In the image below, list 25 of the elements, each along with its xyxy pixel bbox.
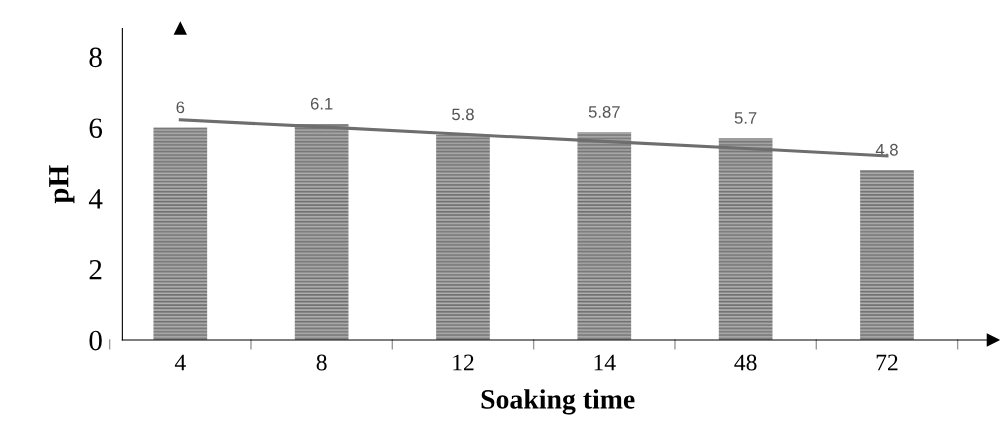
x-tick-label: 72: [876, 354, 898, 371]
y-tick-label: 8: [89, 47, 102, 68]
bar: [294, 124, 349, 340]
x-tick-label: 14: [594, 354, 616, 371]
bar: [153, 127, 208, 340]
y-tick-label: 4: [88, 189, 103, 209]
data-label: 5.7: [734, 112, 757, 124]
y-tick-label: 2: [89, 259, 102, 280]
x-tick-label: 12: [453, 354, 474, 371]
x-axis-title: Soaking time: [481, 389, 635, 415]
y-tick-label: 6: [89, 118, 103, 138]
x-tick-label: 4: [174, 354, 186, 371]
data-label: 6.1: [310, 97, 333, 110]
bar: [577, 132, 632, 340]
data-label: 5.87: [588, 105, 620, 118]
x-tick-label: 48: [734, 354, 757, 371]
data-label: 5.8: [452, 108, 474, 121]
bar: [436, 134, 490, 340]
y-tick-label: 0: [89, 330, 102, 351]
bar: [718, 138, 773, 340]
bar: [860, 170, 914, 340]
data-label: 6: [176, 101, 185, 114]
data-label: 4.8: [875, 143, 898, 156]
x-tick-label: 8: [316, 354, 327, 371]
y-axis-title: pH: [49, 165, 75, 204]
